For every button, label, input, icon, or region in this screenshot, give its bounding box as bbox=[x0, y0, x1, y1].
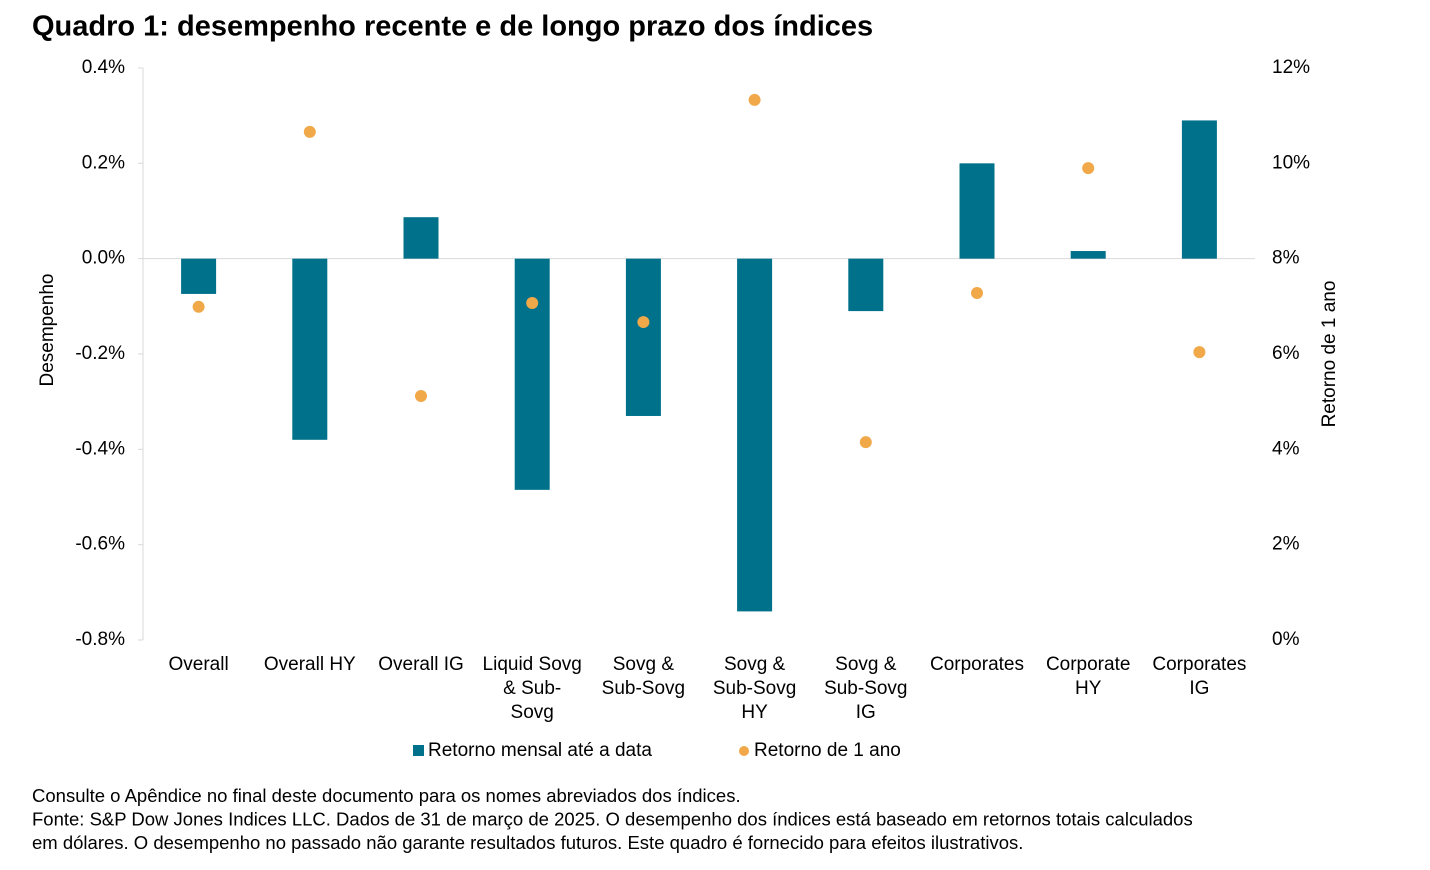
dot bbox=[748, 93, 761, 106]
note: Fonte: S&P Dow Jones Indices LLC. Dados … bbox=[32, 808, 1193, 829]
x-tick-label: Corporates bbox=[930, 654, 1024, 675]
x-tick-label: Sovg & Sub-Sovg HY bbox=[712, 654, 797, 723]
bar bbox=[1181, 120, 1217, 259]
bar bbox=[625, 258, 661, 416]
y-tick-label: 0.4% bbox=[82, 57, 125, 78]
dot bbox=[192, 300, 205, 313]
y2-tick-label: 6% bbox=[1272, 343, 1300, 364]
x-tick-label: Corporates IG bbox=[1152, 654, 1247, 699]
bar bbox=[514, 258, 550, 490]
y-tick-label: -0.4% bbox=[75, 438, 125, 459]
legend-label: Retorno de 1 ano bbox=[754, 740, 901, 761]
y2-tick-label: 8% bbox=[1272, 248, 1300, 269]
bar bbox=[403, 217, 439, 259]
bar bbox=[959, 163, 995, 259]
x-tick-label: Overall bbox=[168, 654, 229, 675]
bar bbox=[737, 258, 773, 612]
dot bbox=[303, 125, 316, 138]
legend-marker bbox=[413, 745, 424, 756]
x-tick-label: Sovg & Sub-Sovg bbox=[601, 654, 686, 699]
y-tick-label: -0.8% bbox=[75, 629, 125, 650]
y2-tick-label: 0% bbox=[1272, 629, 1300, 650]
y-tick-label: -0.6% bbox=[75, 534, 125, 555]
y2-axis-label: Retorno de 1 ano bbox=[1319, 281, 1340, 428]
note: em dólares. O desempenho no passado não … bbox=[32, 832, 1023, 853]
dot bbox=[1082, 162, 1095, 175]
x-tick-label: Sovg & Sub-Sovg IG bbox=[824, 654, 908, 723]
y-tick-label: 0.0% bbox=[82, 248, 125, 269]
dot bbox=[415, 389, 427, 402]
legend-label: Retorno mensal até a data bbox=[428, 740, 652, 761]
y2-tick-label: 2% bbox=[1272, 534, 1300, 555]
y2-tick-label: 4% bbox=[1272, 438, 1300, 459]
bar bbox=[292, 258, 328, 440]
y-tick-label: 0.2% bbox=[82, 152, 125, 173]
y-axis-label: Desempenho bbox=[37, 273, 58, 386]
dot bbox=[859, 436, 872, 449]
legend-marker bbox=[739, 746, 749, 756]
x-tick-label: Overall IG bbox=[378, 654, 464, 675]
chart-title: Quadro 1: desempenho recente e de longo … bbox=[32, 11, 873, 43]
bar bbox=[181, 258, 217, 294]
x-tick-label: Corporate HY bbox=[1045, 654, 1131, 699]
x-tick-label: Liquid Sovg & Sub- Sovg bbox=[482, 654, 582, 723]
dot bbox=[971, 286, 983, 299]
dot bbox=[637, 316, 650, 329]
note: Consulte o Apêndice no final deste docum… bbox=[32, 785, 741, 806]
y2-tick-label: 12% bbox=[1272, 57, 1310, 78]
dot bbox=[1193, 346, 1206, 359]
bar bbox=[1070, 251, 1106, 259]
dot bbox=[526, 296, 539, 309]
bar bbox=[848, 258, 884, 312]
y2-tick-label: 10% bbox=[1272, 152, 1310, 173]
x-tick-label: Overall HY bbox=[263, 654, 356, 675]
y-tick-label: -0.2% bbox=[75, 343, 125, 364]
